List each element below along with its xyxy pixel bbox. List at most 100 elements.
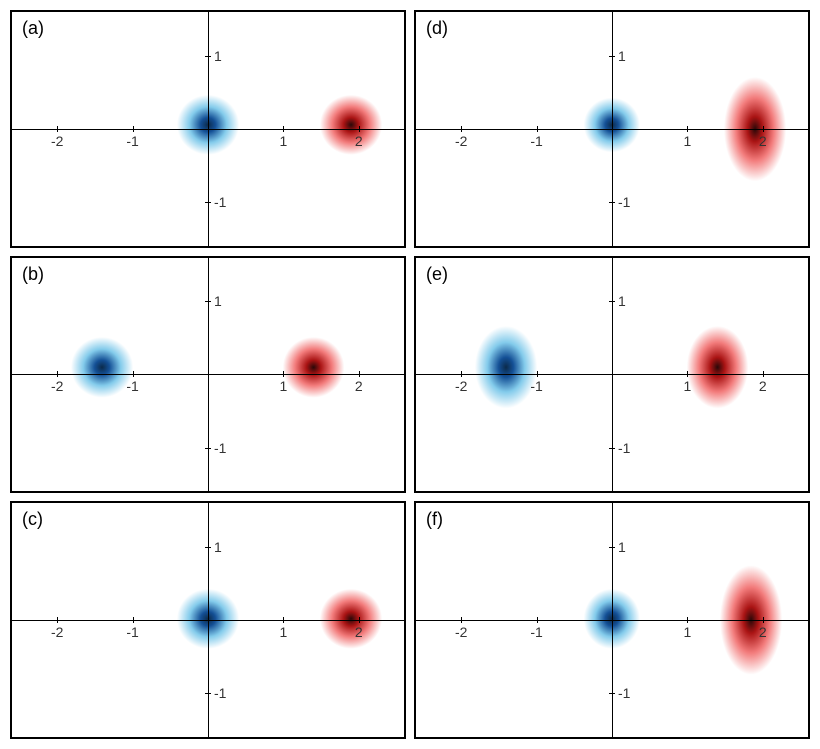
x-tick-mark (57, 617, 58, 623)
plot-area: -2 -1 1 2 -1 1 (12, 503, 404, 737)
y-tick-mark (609, 202, 615, 203)
x-tick-mark (283, 126, 284, 132)
y-tick-mark (205, 301, 211, 302)
plot-area: -2 -1 1 2 -1 1 (416, 503, 808, 737)
panel-label: (d) (426, 18, 448, 39)
y-axis (612, 12, 613, 246)
y-axis (612, 258, 613, 492)
panel-f: (f) -2 -1 1 2 -1 1 (414, 501, 810, 739)
x-tick-mark (359, 371, 360, 377)
x-tick-mark (133, 617, 134, 623)
x-tick-label: -2 (455, 378, 467, 394)
x-tick-label: 2 (759, 378, 767, 394)
x-tick-mark (359, 617, 360, 623)
y-tick-mark (609, 547, 615, 548)
x-tick-mark (537, 617, 538, 623)
x-tick-mark (283, 371, 284, 377)
plot-area: -2 -1 1 2 -1 1 (416, 258, 808, 492)
y-tick-label: 1 (214, 293, 222, 309)
x-tick-mark (537, 126, 538, 132)
y-axis (208, 12, 209, 246)
y-tick-mark (205, 56, 211, 57)
red-blob (272, 327, 355, 407)
panel-label: (b) (22, 264, 44, 285)
y-tick-label: 1 (214, 539, 222, 555)
panel-c: (c) -2 -1 1 2 -1 1 (10, 501, 406, 739)
panel-d: (d) -2-112-11 (414, 10, 810, 248)
plot-area: -2 -1 1 2 -1 1 (12, 12, 404, 246)
x-tick-mark (687, 126, 688, 132)
red-blob (310, 85, 393, 165)
y-tick-label: -1 (618, 440, 630, 456)
y-tick-label: -1 (214, 194, 226, 210)
y-tick-label: -1 (618, 194, 630, 210)
y-tick-mark (609, 693, 615, 694)
panel-e: (e) -2 -1 1 2 -1 1 (414, 256, 810, 494)
blue-blob (61, 327, 144, 407)
x-tick-label: -1 (530, 624, 542, 640)
panel-label: (c) (22, 509, 43, 530)
panel-label: (a) (22, 18, 44, 39)
x-tick-label: -2 (455, 133, 467, 149)
x-tick-label: 2 (355, 624, 363, 640)
x-tick-label: -1 (126, 133, 138, 149)
x-tick-mark (687, 371, 688, 377)
x-tick-mark (763, 126, 764, 132)
x-tick-label: -2 (455, 624, 467, 640)
x-tick-label: -1 (530, 378, 542, 394)
x-tick-mark (763, 371, 764, 377)
x-tick-label: -2 (51, 378, 63, 394)
panel-a: (a) -2 -1 1 2 -1 1 (10, 10, 406, 248)
x-tick-mark (461, 617, 462, 623)
x-tick-label: 1 (683, 378, 691, 394)
x-tick-label: -1 (126, 378, 138, 394)
y-tick-label: -1 (618, 685, 630, 701)
x-tick-mark (133, 126, 134, 132)
y-tick-mark (205, 547, 211, 548)
x-tick-mark (57, 371, 58, 377)
y-tick-label: 1 (618, 48, 626, 64)
x-tick-mark (283, 617, 284, 623)
figure-grid: (a) -2 -1 1 2 -1 1 (d) -2 -1 1 2 -1 1 (b) -2 -1 1 2 -1… (10, 10, 810, 739)
x-tick-label: -2 (51, 133, 63, 149)
red-blob (310, 579, 393, 659)
y-tick-mark (609, 448, 615, 449)
y-axis (612, 503, 613, 737)
x-tick-label: 2 (759, 624, 767, 640)
x-tick-mark (687, 617, 688, 623)
panel-label: (e) (426, 264, 448, 285)
y-axis (208, 258, 209, 492)
x-tick-label: -1 (126, 624, 138, 640)
y-tick-label: 1 (618, 539, 626, 555)
y-tick-label: 1 (214, 48, 222, 64)
panel-label: (f) (426, 509, 443, 530)
plot-area: -2-112-11 (416, 12, 808, 246)
y-tick-mark (205, 448, 211, 449)
y-tick-mark (205, 202, 211, 203)
x-tick-label: 2 (355, 378, 363, 394)
x-tick-label: 1 (279, 133, 287, 149)
y-tick-mark (609, 56, 615, 57)
x-tick-label: 2 (355, 133, 363, 149)
x-tick-mark (57, 126, 58, 132)
red-blob (676, 312, 759, 422)
y-tick-label: 1 (618, 293, 626, 309)
x-tick-label: 1 (279, 378, 287, 394)
y-tick-mark (609, 301, 615, 302)
x-tick-label: 2 (759, 133, 767, 149)
x-tick-label: -2 (51, 624, 63, 640)
x-tick-mark (763, 617, 764, 623)
y-tick-label: -1 (214, 685, 226, 701)
y-tick-label: -1 (214, 440, 226, 456)
blue-blob (465, 312, 548, 422)
x-tick-label: 1 (683, 624, 691, 640)
panel-b: (b) -2 -1 1 2 -1 1 (10, 256, 406, 494)
x-tick-label: -1 (530, 133, 542, 149)
y-axis (208, 503, 209, 737)
plot-area: -2 -1 1 2 -1 1 (12, 258, 404, 492)
x-tick-mark (359, 126, 360, 132)
y-tick-mark (205, 693, 211, 694)
x-tick-label: 1 (279, 624, 287, 640)
x-tick-mark (461, 126, 462, 132)
x-tick-mark (537, 371, 538, 377)
